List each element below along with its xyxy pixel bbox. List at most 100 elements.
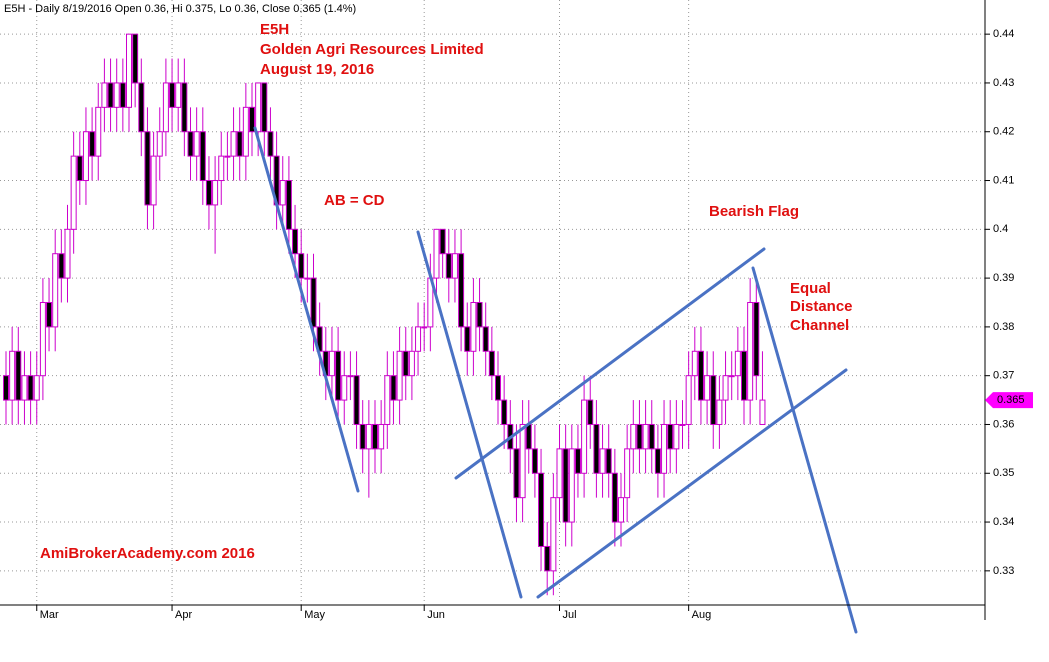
y-tick-label: 0.35 <box>993 467 1014 479</box>
candle-body <box>501 399 508 425</box>
candle-body <box>150 155 157 206</box>
annotation: Golden Agri Resources Limited <box>260 41 484 58</box>
candle-body <box>556 448 563 499</box>
candle-body <box>759 399 766 425</box>
x-tick-label: Jun <box>427 609 445 621</box>
y-tick-label: 0.37 <box>993 370 1014 382</box>
candle-body <box>126 33 132 108</box>
candle-body <box>642 423 649 450</box>
candle-body <box>611 472 618 523</box>
candle-body <box>162 82 169 133</box>
candle-body <box>734 350 741 377</box>
candle-body <box>224 155 231 158</box>
candle-body <box>304 277 311 280</box>
candle-body <box>445 253 452 279</box>
candle-body <box>495 375 501 401</box>
candle-body <box>574 448 581 474</box>
trendline <box>454 247 766 480</box>
candle-body <box>390 375 397 401</box>
candle-body <box>76 155 83 182</box>
y-tick-label: 0.42 <box>993 126 1014 138</box>
candle-body <box>365 423 372 450</box>
candle-body <box>359 423 366 450</box>
candle-body <box>230 131 237 157</box>
candle-body <box>593 423 600 474</box>
candle-body <box>58 253 65 279</box>
candle-body <box>255 82 262 133</box>
candle-body <box>697 350 704 401</box>
x-tick-label: Aug <box>692 609 712 621</box>
x-tick-label: Jul <box>563 609 577 621</box>
candle-body <box>544 545 551 572</box>
candle-body <box>599 448 606 474</box>
candle-body <box>156 131 163 157</box>
candle-body <box>242 106 249 157</box>
candle-body <box>661 423 668 474</box>
candle-body <box>605 448 612 474</box>
candle-body <box>175 82 182 108</box>
candle-body <box>205 180 212 206</box>
candle-body <box>433 228 440 279</box>
x-tick-label: May <box>304 609 325 621</box>
candle-body <box>199 131 206 182</box>
y-tick-label: 0.41 <box>993 174 1014 186</box>
candle-body <box>679 423 686 426</box>
candle-body <box>249 106 255 133</box>
candle-body <box>144 131 151 206</box>
candle-body <box>648 423 655 450</box>
candle-body <box>82 131 89 182</box>
candle-body <box>193 131 200 157</box>
candle-body <box>550 497 557 572</box>
candle-body <box>21 375 28 401</box>
annotation: Bearish Flag <box>709 203 799 220</box>
candle-body <box>107 82 114 108</box>
candle-body <box>568 448 575 523</box>
x-tick-label: Mar <box>40 609 59 621</box>
candle-body <box>101 82 108 108</box>
candle-body <box>747 302 754 401</box>
candle-body <box>27 375 34 401</box>
candle-body <box>741 350 747 401</box>
annotation: Distance <box>790 298 853 315</box>
candle-body <box>421 326 428 329</box>
candle-body <box>298 253 305 279</box>
candle-body <box>236 131 243 157</box>
candle-body <box>538 472 545 547</box>
candle-body <box>458 253 465 328</box>
candle-body <box>722 375 729 401</box>
candle-body <box>169 82 176 108</box>
candle-body <box>378 423 385 450</box>
candle-body <box>488 350 495 377</box>
candle-body <box>728 375 735 378</box>
candle-body <box>476 302 483 328</box>
candle-body <box>341 375 348 401</box>
y-tick-label: 0.39 <box>993 272 1014 284</box>
annotation: AB = CD <box>324 192 385 209</box>
candle-body <box>218 155 225 182</box>
candle-body <box>261 82 268 133</box>
candle-body <box>52 253 59 328</box>
candle-body <box>451 253 458 279</box>
candle-body <box>618 497 624 523</box>
candle-body <box>654 448 661 474</box>
candle-body <box>630 423 637 450</box>
candle-body <box>95 106 102 157</box>
candle-body <box>46 302 53 328</box>
candle-body <box>562 448 569 523</box>
candle-body <box>470 302 477 352</box>
candle-body <box>710 375 717 425</box>
chart-title: E5H - Daily 8/19/2016 Open 0.36, Hi 0.37… <box>4 3 356 15</box>
candle-body <box>9 350 16 401</box>
annotation: E5H <box>260 21 289 38</box>
candle-body <box>89 131 96 157</box>
axes: 0.33 0.34 0.35 0.36 0.37 0.38 0.39 0.4 0.41 0.42 0… <box>36 28 1033 621</box>
candle-body <box>519 423 526 499</box>
trendline <box>253 126 360 493</box>
candle-body <box>212 180 219 206</box>
candle-body <box>513 448 520 499</box>
candle-body <box>285 180 292 230</box>
y-tick-label: 0.4 <box>993 223 1008 235</box>
watermark: AmiBrokerAcademy.com 2016 <box>40 545 255 562</box>
annotation: August 19, 2016 <box>260 61 374 78</box>
